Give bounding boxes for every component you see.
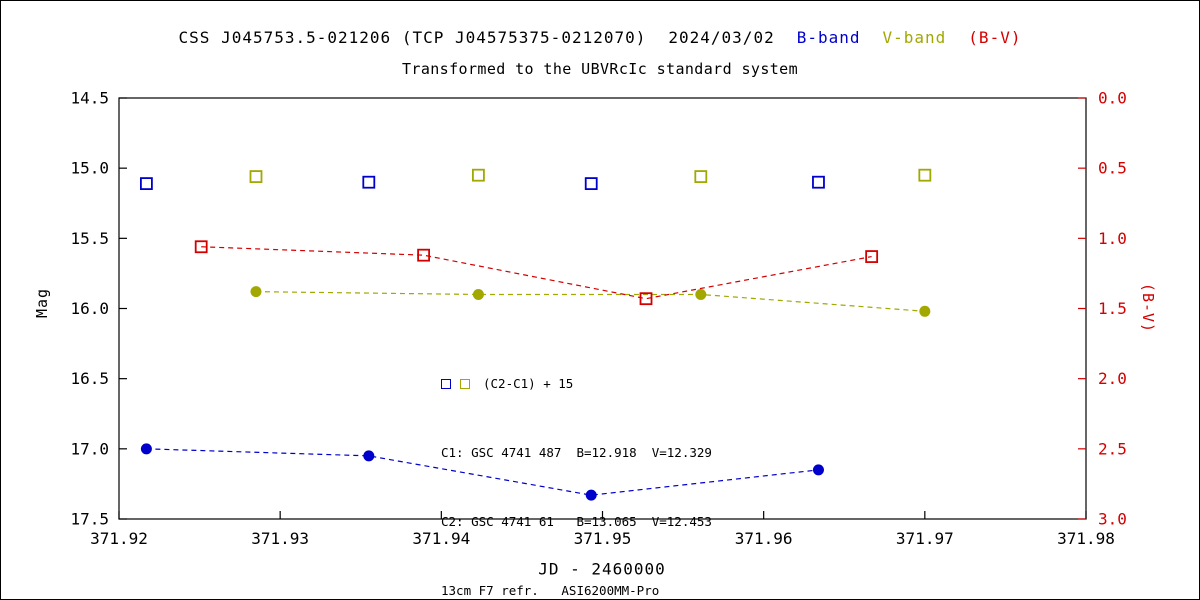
title-date: 2024/03/02 [668,28,775,47]
series-b-minus-v [194,240,879,306]
svg-text:371.94: 371.94 [412,529,470,548]
series-check-v [249,168,932,183]
svg-text:16.5: 16.5 [70,369,109,388]
svg-text:17.5: 17.5 [70,510,109,529]
annotation-comp1: C1: GSC 4741 487 B=12.918 V=12.329 [441,445,712,460]
svg-text:2.5: 2.5 [1098,439,1127,458]
svg-text:371.97: 371.97 [896,529,954,548]
svg-text:371.93: 371.93 [251,529,309,548]
series-b-band [140,443,824,501]
annotation-legend-text: (C2-C1) + 15 [483,376,574,391]
x-axis-label-jd: JD - 2460000 [538,559,666,579]
legend-v-band-label: V-band [882,28,947,47]
svg-text:371.95: 371.95 [574,529,632,548]
y-axis-label-b-minus-v: (B-V) [1139,282,1157,334]
svg-text:3.0: 3.0 [1098,510,1127,529]
svg-text:0.0: 0.0 [1098,89,1127,108]
chart-subtitle: Transformed to the UBVRcIc standard syst… [401,60,799,78]
y-axis-label-mag: Mag [33,287,51,319]
series-check-b [139,175,825,191]
annotation-block: (C2-C1) + 15 C1: GSC 4741 487 B=12.918 V… [441,326,712,599]
svg-text:1.0: 1.0 [1098,229,1127,248]
x-axis-ticks: 371.92 371.93 371.94 371.95 371.96 371.97 371.… [90,511,1115,548]
annotation-equipment: 13cm F7 refr. ASI6200MM-Pro [441,583,660,598]
svg-text:371.98: 371.98 [1057,529,1115,548]
chart-title-row: CSS J045753.5-021206 (TCP J04575375-0212… [1,28,1199,47]
legend-b-band-label: B-band [796,28,861,47]
title-object-name: CSS J045753.5-021206 (TCP J04575375-0212… [178,28,647,47]
right-axis-ticks: 0.0 0.5 1.0 1.5 2.0 2.5 3.0 [1078,89,1127,529]
check-b-square-icon [441,378,451,389]
svg-text:15.5: 15.5 [70,229,109,248]
annotation-legend-line: (C2-C1) + 15 [441,372,712,395]
svg-text:1.5: 1.5 [1098,299,1127,318]
svg-text:371.92: 371.92 [90,529,148,548]
left-axis-ticks: 14.5 15.0 15.5 16.0 16.5 17.0 17.5 [70,89,127,529]
svg-text:2.0: 2.0 [1098,369,1127,388]
svg-text:17.0: 17.0 [70,439,109,458]
svg-text:371.96: 371.96 [735,529,793,548]
svg-text:0.5: 0.5 [1098,159,1127,178]
svg-text:14.5: 14.5 [70,89,109,108]
svg-text:16.0: 16.0 [70,299,109,318]
svg-text:15.0: 15.0 [70,159,109,178]
legend-b-minus-v-label: (B-V) [968,28,1022,47]
annotation-comp2: C2: GSC 4741 61 B=13.065 V=12.453 [441,514,712,529]
series-v-band [250,286,931,317]
check-v-square-icon [460,378,470,389]
